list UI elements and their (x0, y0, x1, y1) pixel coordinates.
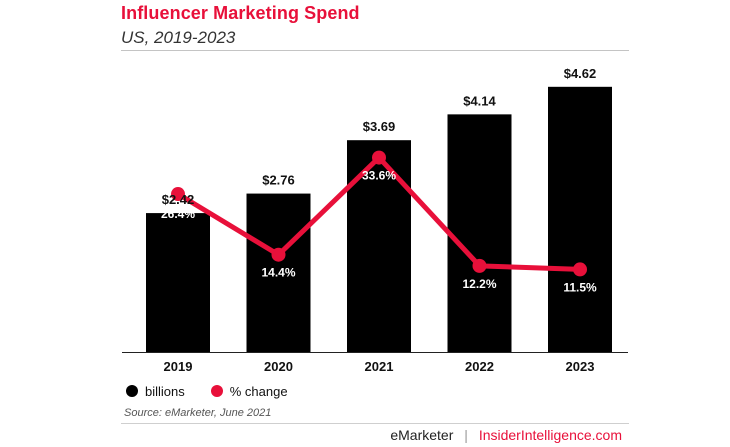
site-link[interactable]: InsiderIntelligence.com (478, 427, 622, 443)
x-tick-label-2023: 2023 (566, 359, 595, 374)
bar-value-label-2023: $4.62 (564, 66, 597, 81)
percent-change-point-2021 (372, 150, 386, 165)
legend-item-percent-change: % change (210, 383, 288, 399)
chart-subtitle: US, 2019-2023 (121, 28, 236, 47)
x-tick-label-2020: 2020 (264, 359, 293, 374)
x-tick-label-2022: 2022 (465, 359, 494, 374)
bar-value-label-2020: $2.76 (262, 173, 295, 188)
legend-swatch-percent-change (210, 385, 223, 397)
brand-name: eMarketer (390, 427, 454, 443)
bar-2019 (146, 213, 210, 352)
percent-change-point-2020 (271, 247, 286, 262)
x-tick-label-2019: 2019 (164, 359, 193, 374)
bar-2020 (246, 193, 311, 352)
percent-change-label-2021: 33.6% (362, 169, 396, 183)
title-divider (121, 50, 629, 51)
chart-title: Influencer Marketing Spend (121, 3, 360, 23)
legend-swatch-billions (126, 385, 138, 397)
legend-label-percent-change: % change (229, 383, 288, 399)
bar-value-label-2019: $2.42 (162, 192, 195, 207)
bar-value-label-2021: $3.69 (363, 119, 396, 134)
legend-label-billions: billions (145, 383, 185, 399)
bar-2023 (548, 86, 612, 352)
percent-change-point-2022 (472, 258, 487, 273)
legend: billions % change (126, 383, 314, 399)
percent-change-label-2019: 26.4% (161, 207, 195, 221)
x-tick-label-2021: 2021 (365, 359, 394, 374)
footer-divider (121, 423, 629, 424)
percent-change-point-2023 (573, 262, 587, 277)
percent-change-point-2019 (171, 187, 185, 202)
legend-item-billions: billions (126, 384, 185, 399)
footer: eMarketer | InsiderIntelligence.com (390, 427, 622, 443)
percent-change-label-2022: 12.2% (462, 277, 496, 291)
footer-separator: | (464, 427, 468, 443)
bar-value-label-2022: $4.14 (463, 93, 496, 108)
source-note: Source: eMarketer, June 2021 (124, 407, 272, 419)
bar-2022 (447, 114, 512, 352)
percent-change-label-2023: 11.5% (563, 280, 597, 294)
percent-change-label-2020: 14.4% (261, 266, 295, 280)
